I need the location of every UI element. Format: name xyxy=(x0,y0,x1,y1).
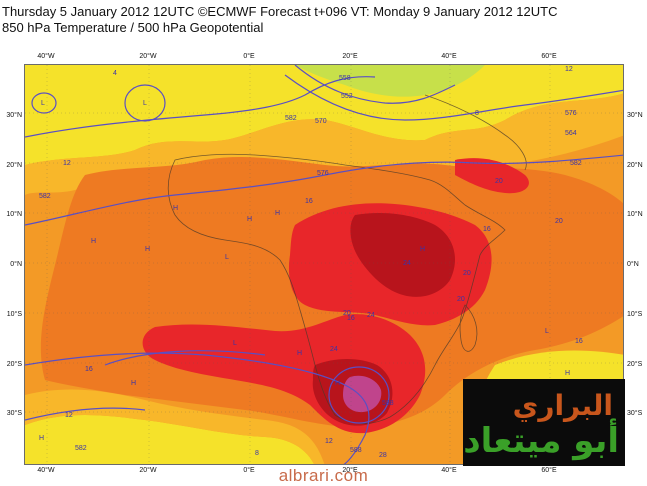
contour-label: 588 xyxy=(350,447,362,454)
temp-label: 24 xyxy=(367,312,375,319)
temp-label: 20 xyxy=(457,296,465,303)
lon-label: 40°W xyxy=(37,53,55,60)
logo-text-top: البراري xyxy=(512,389,613,422)
lon-label: 20°W xyxy=(139,467,157,474)
contour-label: 582 xyxy=(570,160,582,167)
temp-label: 12 xyxy=(65,412,73,419)
lat-label: 20°S xyxy=(6,361,22,368)
lat-label: 20°N xyxy=(627,162,643,169)
lat-label: 20°N xyxy=(6,162,22,169)
lat-label: 10°N xyxy=(627,211,643,218)
map-header: Thursday 5 January 2012 12UTC ©ECMWF For… xyxy=(2,4,642,36)
pressure-mark: L xyxy=(545,328,549,335)
contour-label: 552 xyxy=(341,93,353,100)
temp-label: 16 xyxy=(575,338,583,345)
temp-label: 16 xyxy=(347,315,355,322)
lon-label: 20°W xyxy=(139,53,157,60)
brand-logo: البراري أبو ميتعاد xyxy=(463,379,625,466)
lon-label: 20°E xyxy=(342,53,358,60)
temp-label: 16 xyxy=(305,198,313,205)
pressure-mark: H xyxy=(565,370,570,377)
temp-zone-yellow-south xyxy=(25,415,314,464)
temp-label: 16 xyxy=(483,226,491,233)
lon-label: 20°E xyxy=(342,467,358,474)
temp-label: 4 xyxy=(113,70,117,77)
pressure-mark-group: L L H H H H L H H H L H H H L H xyxy=(39,100,570,442)
forecast-subtitle: 850 hPa Temperature / 500 hPa Geopotenti… xyxy=(2,20,264,35)
lon-label: 40°E xyxy=(441,53,457,60)
grid-lines xyxy=(25,65,623,464)
lon-label: 60°E xyxy=(541,53,557,60)
contour-label: 570 xyxy=(315,118,327,125)
temp-label: 24 xyxy=(330,346,338,353)
temp-label-group: 12 12 16 16 16 20 20 20 24 24 28 20 16 1… xyxy=(63,66,583,459)
temp-label: 8 xyxy=(475,110,479,117)
temp-label: 20 xyxy=(555,218,563,225)
temp-label: 12 xyxy=(63,160,71,167)
pressure-mark: H xyxy=(131,380,136,387)
pressure-mark: H xyxy=(39,435,44,442)
temp-label: 16 xyxy=(85,366,93,373)
contour-label-group: 552 570 576 582 582 558 564 588 588 582 … xyxy=(39,75,582,454)
pressure-mark: H xyxy=(335,380,340,387)
contour-label: 576 xyxy=(565,110,577,117)
pressure-mark: H xyxy=(91,238,96,245)
temp-label: 20 xyxy=(495,178,503,185)
contour-label: 588 xyxy=(382,400,394,407)
pressure-mark: H xyxy=(297,350,302,357)
lon-label: 60°E xyxy=(541,467,557,474)
temp-label: 12 xyxy=(325,438,333,445)
site-watermark: albrari.com xyxy=(278,466,369,485)
pressure-mark: L xyxy=(41,100,45,107)
lon-label: 0°E xyxy=(243,467,255,474)
forecast-title: Thursday 5 January 2012 12UTC ©ECMWF For… xyxy=(2,4,558,19)
pressure-mark: H xyxy=(420,246,425,253)
pressure-mark: H xyxy=(275,210,280,217)
lon-label: 40°E xyxy=(441,467,457,474)
pressure-mark: L xyxy=(225,254,229,261)
lat-label: 30°N xyxy=(6,112,22,119)
lat-label: 0°N xyxy=(10,261,22,268)
pressure-mark: L xyxy=(143,100,147,107)
coastlines xyxy=(167,94,527,424)
contour-label: 582 xyxy=(285,115,297,122)
temp-label: 12 xyxy=(565,66,573,73)
temp-label: 24 xyxy=(403,260,411,267)
temp-label: 20 xyxy=(463,270,471,277)
contour-label: 576 xyxy=(317,170,329,177)
contour-label: 558 xyxy=(339,75,351,82)
temp-zone-magenta-core xyxy=(343,375,382,413)
pressure-mark: H xyxy=(247,216,252,223)
temp-label: 8 xyxy=(255,450,259,457)
lat-label: 10°N xyxy=(6,211,22,218)
lat-label: 0°N xyxy=(627,261,639,268)
pressure-mark: L xyxy=(233,340,237,347)
temp-zone-yellow-north xyxy=(25,65,623,165)
lon-label: 0°E xyxy=(243,53,255,60)
lon-label: 40°W xyxy=(37,467,55,474)
temp-label: 20 xyxy=(343,310,351,317)
lat-label: 10°S xyxy=(627,311,643,318)
temp-zone-green-north xyxy=(295,65,485,97)
contour-label: 564 xyxy=(565,130,577,137)
lat-label: 30°S xyxy=(627,410,643,417)
lat-label: 30°S xyxy=(6,410,22,417)
lat-label: 20°S xyxy=(627,361,643,368)
temp-label: 28 xyxy=(379,452,387,459)
contour-label: 582 xyxy=(75,445,87,452)
lat-label: 30°N xyxy=(627,112,643,119)
lat-label: 10°S xyxy=(6,311,22,318)
logo-text-bottom: أبو ميتعاد xyxy=(463,421,619,461)
temp-zone-red-horn xyxy=(455,158,529,194)
pressure-mark: H xyxy=(145,246,150,253)
pressure-mark: H xyxy=(173,205,178,212)
contour-label: 582 xyxy=(39,193,51,200)
temp-zone-dark-red-central xyxy=(350,213,455,297)
